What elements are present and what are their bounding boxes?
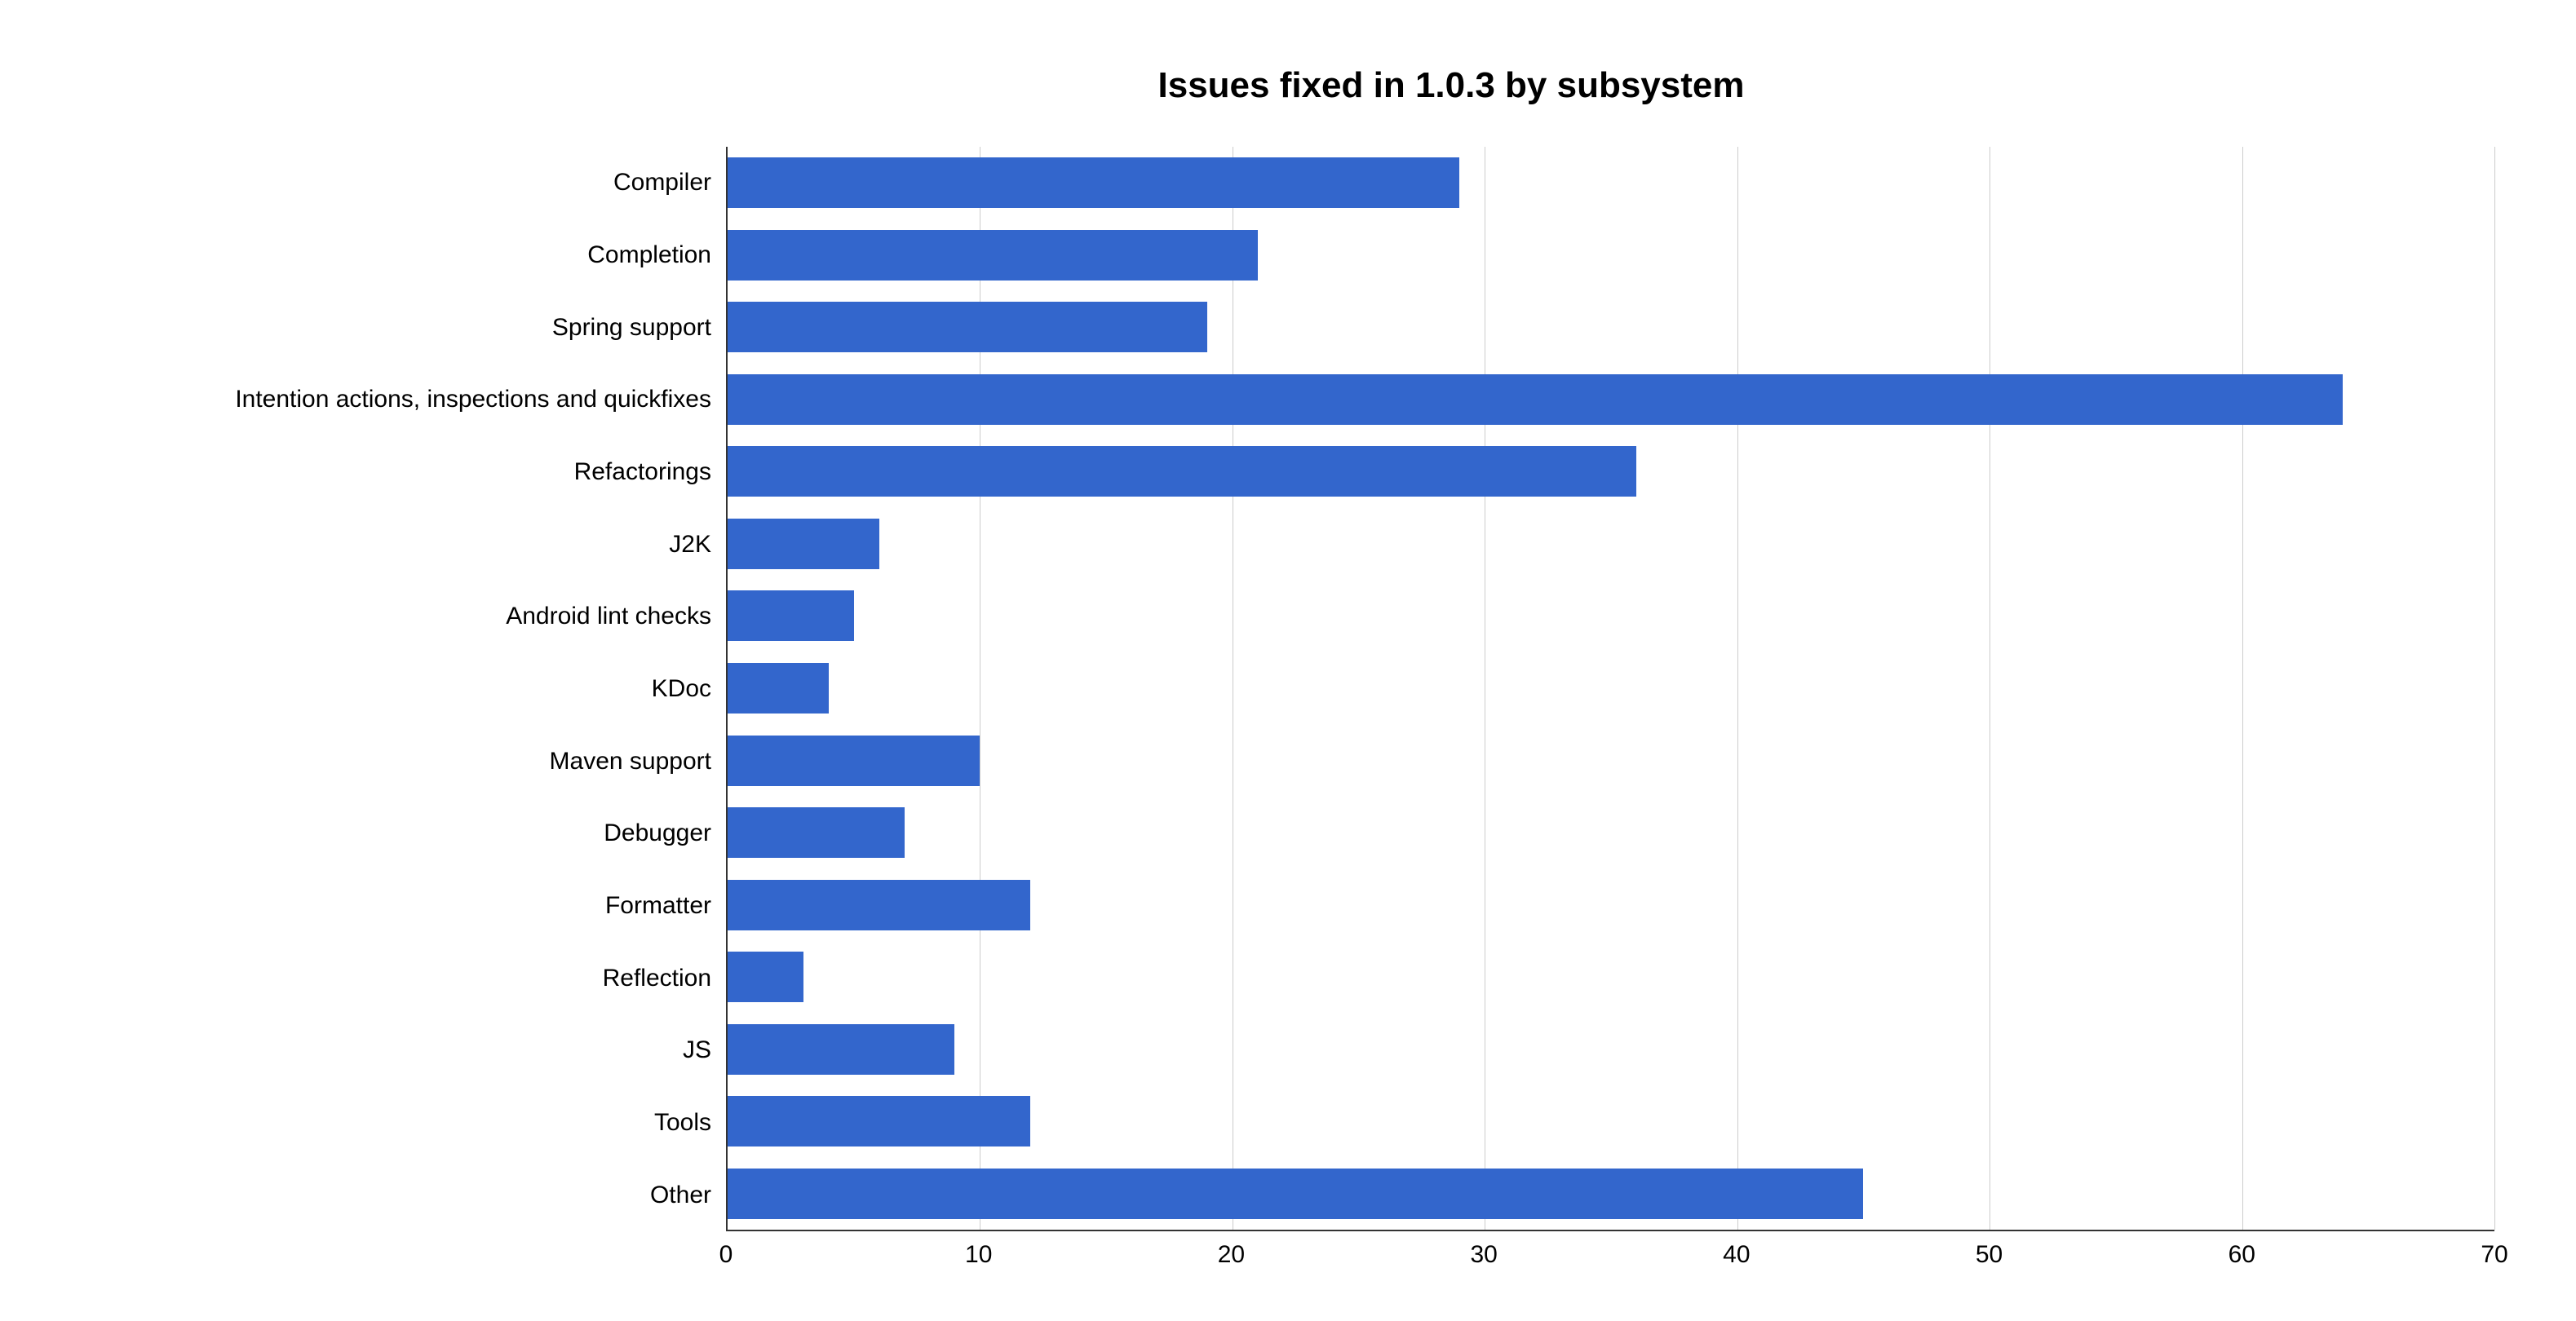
y-axis-label: Spring support (82, 316, 711, 340)
bar-row (728, 219, 2494, 292)
gridline (2494, 147, 2495, 1230)
x-axis-tick: 30 (1470, 1241, 1497, 1269)
bar-row (728, 1157, 2494, 1230)
bar (728, 1096, 1030, 1146)
bar-row (728, 364, 2494, 436)
x-axis-tick: 20 (1218, 1241, 1245, 1269)
bar (728, 590, 854, 641)
y-axis-label: Maven support (82, 749, 711, 774)
bar-row (728, 652, 2494, 725)
y-axis-label: Reflection (82, 966, 711, 991)
bar (728, 880, 1030, 930)
y-axis-label: Compiler (82, 170, 711, 195)
bar-row (728, 435, 2494, 508)
chart-title: Issues fixed in 1.0.3 by subsystem (408, 65, 2494, 106)
bar-row (728, 147, 2494, 219)
chart-body: Compiler Completion Spring support Intentio… (82, 147, 2494, 1231)
y-axis-label: KDoc (82, 677, 711, 701)
y-axis-label: Debugger (82, 821, 711, 846)
bar-row (728, 1085, 2494, 1158)
bar (728, 157, 1459, 208)
x-axis-tick: 0 (719, 1241, 733, 1269)
x-axis-tick: 70 (2481, 1241, 2507, 1269)
bar-row (728, 941, 2494, 1014)
y-axis-label: Intention actions, inspections and quick… (82, 387, 711, 412)
bar (728, 1169, 1863, 1219)
x-axis-tick: 40 (1723, 1241, 1750, 1269)
bar-row (728, 580, 2494, 652)
x-axis-tick: 60 (2229, 1241, 2255, 1269)
bar-row (728, 1013, 2494, 1085)
bars (728, 147, 2494, 1230)
y-axis-label: J2K (82, 532, 711, 557)
bar (728, 230, 1258, 281)
bar (728, 736, 980, 786)
y-axis-label: JS (82, 1038, 711, 1063)
bar-row (728, 724, 2494, 797)
bar-row (728, 291, 2494, 364)
y-axis-label: Tools (82, 1111, 711, 1135)
bar (728, 374, 2343, 425)
plot-area (726, 147, 2494, 1231)
x-axis-tick: 10 (965, 1241, 992, 1269)
bar (728, 1024, 954, 1075)
y-axis-label: Android lint checks (82, 604, 711, 629)
bar-row (728, 508, 2494, 581)
y-axis-label: Formatter (82, 894, 711, 918)
bar-row (728, 797, 2494, 869)
bar (728, 446, 1636, 497)
y-axis-label: Completion (82, 243, 711, 267)
bar-row (728, 868, 2494, 941)
x-axis: 010203040506070 (82, 1241, 2494, 1274)
y-axis-labels: Compiler Completion Spring support Intentio… (82, 147, 726, 1231)
bar (728, 663, 829, 714)
bar (728, 952, 803, 1002)
x-axis-tick: 50 (1976, 1241, 2003, 1269)
x-axis-spacer (82, 1241, 726, 1274)
bar (728, 807, 905, 858)
y-axis-label: Other (82, 1183, 711, 1208)
y-axis-label: Refactorings (82, 460, 711, 484)
bar (728, 519, 879, 569)
x-axis-ticks: 010203040506070 (726, 1241, 2494, 1274)
chart-container: Issues fixed in 1.0.3 by subsystem Compi… (82, 65, 2494, 1256)
bar (728, 302, 1207, 352)
